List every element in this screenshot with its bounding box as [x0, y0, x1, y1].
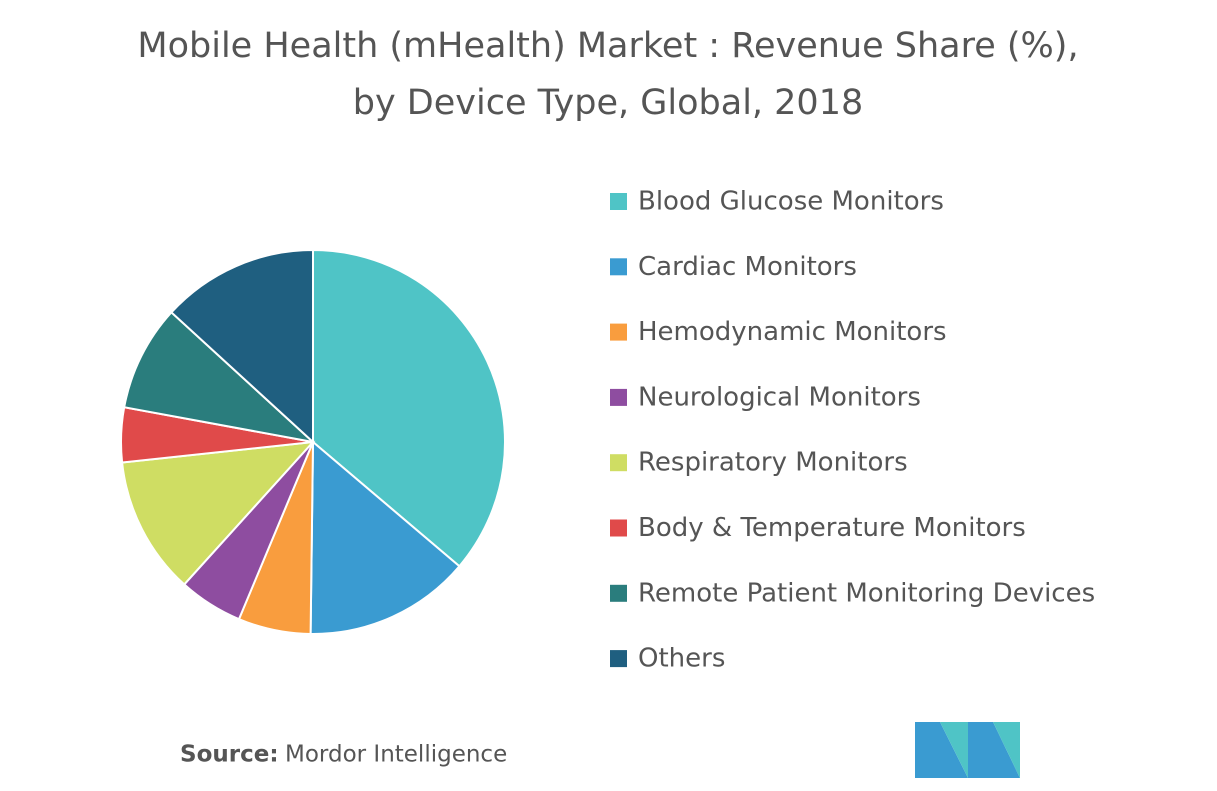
legend-swatch: [610, 584, 627, 602]
logo: [915, 722, 1020, 778]
legend-label: Neurological Monitors: [638, 382, 921, 412]
legend-label: Blood Glucose Monitors: [638, 187, 944, 217]
chart-title: Mobile Health (mHealth) Market : Revenue…: [137, 26, 1079, 123]
legend-swatch: [610, 519, 627, 537]
pie-slice: [169, 248, 314, 445]
legend-label: Cardiac Monitors: [638, 252, 857, 282]
pie: [120, 248, 506, 635]
pie-slice: [123, 310, 317, 444]
legend-label: Remote Patient Monitoring Devices: [638, 578, 1095, 608]
source-text: Mordor Intelligence: [285, 742, 507, 768]
legend-label: Others: [638, 644, 725, 674]
legend-label: Hemodynamic Monitors: [638, 317, 947, 347]
pie-slice: [312, 248, 506, 568]
pie-slice: [120, 440, 316, 586]
legend: Blood Glucose Monitors Cardiac Monitors He…: [610, 187, 1095, 674]
legend-swatch: [610, 454, 627, 472]
legend-label: Body & Temperature Monitors: [638, 513, 1026, 543]
legend-swatch: [610, 193, 627, 210]
legend-swatch: [610, 388, 627, 406]
pie-slice: [309, 439, 461, 635]
legend-label: Respiratory Monitors: [638, 448, 908, 478]
legend-swatch: [610, 650, 627, 668]
legend-swatch: [610, 323, 627, 341]
source-label: Source:: [180, 742, 279, 768]
legend-swatch: [610, 258, 627, 276]
